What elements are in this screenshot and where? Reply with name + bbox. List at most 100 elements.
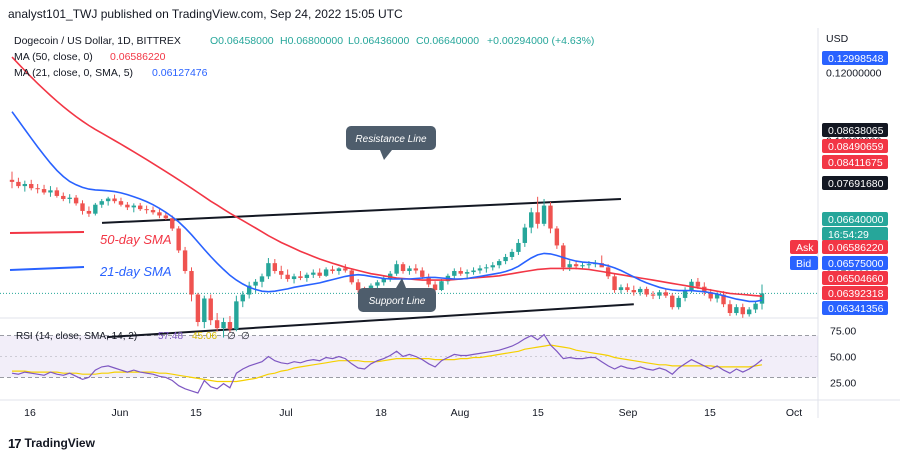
candle-body xyxy=(394,264,399,274)
candle-body xyxy=(285,274,290,280)
candle-body xyxy=(291,276,297,280)
ma21-legend-value: 0.06127476 xyxy=(152,67,208,79)
price-tag xyxy=(822,155,888,169)
candle-body xyxy=(471,270,476,273)
date-tick-label: 15 xyxy=(532,407,544,419)
support-callout-box xyxy=(358,288,436,312)
price-tag xyxy=(822,240,888,254)
candle-body xyxy=(41,189,47,193)
candle-body xyxy=(163,215,169,219)
candle-body xyxy=(304,274,310,278)
candle-body xyxy=(22,183,28,187)
price-tag xyxy=(822,286,888,300)
candle-body xyxy=(138,205,143,210)
candle-body xyxy=(650,294,656,296)
candle-body xyxy=(118,201,124,205)
candle-body xyxy=(259,276,265,282)
ohlc-low: L0.06436000 xyxy=(348,35,409,47)
price-tag-value: 0.06575000 xyxy=(828,258,884,270)
price-tag xyxy=(822,271,888,285)
candle-body xyxy=(375,282,380,286)
candle-body xyxy=(484,267,489,269)
candle-body xyxy=(16,181,21,187)
candle-body xyxy=(638,288,643,293)
price-chart[interactable]: 50-day SMA 21-day SMA Resistance Line Suppo… xyxy=(0,28,900,433)
bid-label: Bid xyxy=(796,258,811,270)
candle-body xyxy=(298,276,303,278)
price-tag-value: 0.08411675 xyxy=(828,157,883,169)
candle-body xyxy=(586,264,592,266)
date-tick-label: Oct xyxy=(786,407,802,419)
ma21-line xyxy=(11,111,763,303)
candle-body xyxy=(35,188,40,190)
date-tick-label: Jun xyxy=(112,407,129,419)
candle-body xyxy=(535,212,540,224)
ohlc-high: H0.06800000 xyxy=(280,35,343,47)
candle-body xyxy=(529,212,534,228)
candle-body xyxy=(323,269,329,276)
price-tag-value: 0.06392318 xyxy=(828,288,884,300)
candle-body xyxy=(727,304,733,314)
candle-body xyxy=(234,301,239,330)
date-tick-label: Sep xyxy=(619,407,638,419)
support-line xyxy=(106,303,634,339)
candle-body xyxy=(746,309,752,315)
resistance-callout-text: Resistance Line xyxy=(355,134,427,145)
candle-body xyxy=(182,250,188,272)
candle-body xyxy=(477,268,483,271)
candle-body xyxy=(490,265,495,268)
ohlc-close: C0.06640000 xyxy=(416,35,479,47)
candle-body xyxy=(29,183,34,189)
price-tag xyxy=(822,301,888,315)
candle-body xyxy=(618,287,624,291)
candle-body xyxy=(682,290,688,298)
candle-body xyxy=(631,290,636,293)
candle-body xyxy=(420,270,425,277)
candle-body xyxy=(548,205,553,229)
candle-body xyxy=(227,322,233,330)
ohlc-change: +0.00294000 (+4.63%) xyxy=(487,35,594,47)
rsi-tick-label: 50.00 xyxy=(830,352,856,364)
rsi-legend: RSI (14, close, SMA, 14, 2) xyxy=(16,331,137,342)
candle-body xyxy=(202,298,207,323)
candle-body xyxy=(86,210,92,214)
candle-body xyxy=(676,297,681,308)
price-tag xyxy=(822,212,888,226)
publish-line: analyst101_TWJ published on TradingView.… xyxy=(8,7,403,21)
candle-body xyxy=(714,294,720,299)
candle-body xyxy=(573,264,579,267)
candle-body xyxy=(48,190,53,193)
candle-body xyxy=(9,179,15,182)
rsi-ma-line xyxy=(12,344,763,383)
tradingview-brand: TradingView xyxy=(24,436,95,450)
price-tick-label: 0.12000000 xyxy=(826,67,882,79)
resistance-callout-box xyxy=(346,126,436,150)
candle-body xyxy=(657,292,662,296)
rsi-value: 57.48 xyxy=(158,331,183,342)
date-tick-label: Aug xyxy=(451,407,470,419)
currency-label: USD xyxy=(826,33,849,45)
rsi-na-value-2: ∅ xyxy=(241,331,250,342)
price-tag-value: 0.08638065 xyxy=(828,125,884,137)
candle-body xyxy=(567,264,572,268)
candle-body xyxy=(80,203,85,211)
candle-body xyxy=(439,281,444,291)
resistance-callout-pointer xyxy=(380,150,392,160)
candle-body xyxy=(170,218,175,229)
rsi-line xyxy=(11,333,763,394)
candle-body xyxy=(413,268,419,271)
candle-body xyxy=(516,242,521,252)
candle-body xyxy=(189,271,194,295)
candle-body xyxy=(112,198,117,202)
candle-body xyxy=(214,320,220,329)
candle-body xyxy=(541,205,547,224)
sma21-label: 21-day SMA xyxy=(99,264,172,279)
candle-body xyxy=(266,263,271,277)
candle-body xyxy=(67,197,72,199)
price-tag-value: 0.12998548 xyxy=(828,53,884,65)
support-callout-text: Support Line xyxy=(369,296,426,307)
price-tag xyxy=(822,123,888,137)
candle-body xyxy=(464,272,470,274)
candle-body xyxy=(522,227,528,243)
candle-body xyxy=(458,271,463,274)
